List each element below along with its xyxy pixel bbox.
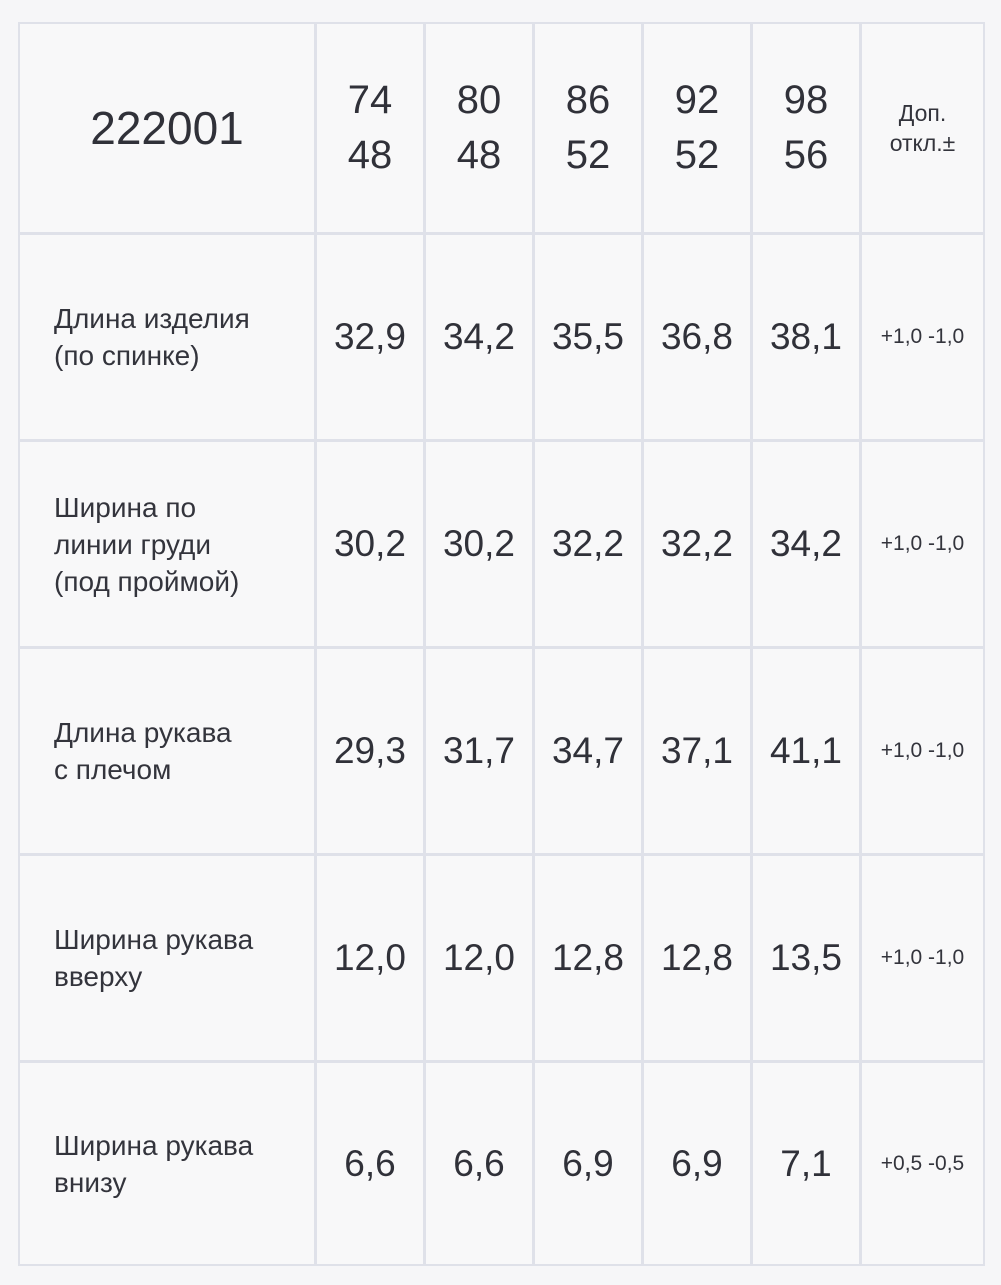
value-cell: 32,2 [644,442,750,646]
tolerance-value: +0,5 -0,5 [880,1151,965,1175]
tolerance-cell: +1,0 -1,0 [862,856,983,1060]
size-label: 80 48 [456,78,502,177]
size-label: 74 48 [347,78,393,177]
value-cell: 32,9 [317,235,423,439]
value-cell: 38,1 [753,235,859,439]
row-label: Ширина рукава вверху [54,924,254,992]
value-cell: 6,9 [535,1063,641,1264]
tolerance-cell: +0,5 -0,5 [862,1063,983,1264]
value-cell: 36,8 [644,235,750,439]
size-measurement-table: 222001 74 48 80 48 86 52 92 52 98 56 Доп… [18,22,985,1266]
row-label-cell: Ширина рукава внизу [20,1063,314,1264]
row-label-cell: Ширина по линии груди (под проймой) [20,442,314,646]
row-label: Длина изделия (по спинке) [54,303,250,371]
value-cell: 37,1 [644,649,750,853]
value-cell: 12,8 [644,856,750,1060]
measurement-value: 6,9 [671,1142,723,1184]
value-cell: 35,5 [535,235,641,439]
size-column-header-80-48: 80 48 [426,24,532,232]
value-cell: 29,3 [317,649,423,853]
value-cell: 41,1 [753,649,859,853]
measurement-value: 41,1 [769,730,842,771]
tolerance-value: +1,0 -1,0 [880,325,965,348]
measurement-value: 32,2 [660,523,733,564]
measurement-value: 29,3 [333,730,406,771]
size-column-header-98-56: 98 56 [753,24,859,232]
size-label: 92 52 [674,78,720,177]
value-cell: 13,5 [753,856,859,1060]
measurement-value: 12,0 [333,937,406,978]
measurement-value: 7,1 [780,1142,832,1184]
value-cell: 6,6 [426,1063,532,1264]
measurement-value: 12,8 [660,937,733,978]
article-header-cell: 222001 [20,24,314,232]
tolerance-column-header: Доп. откл.± [862,24,983,232]
measurement-value: 34,2 [769,523,842,564]
measurement-value: 13,5 [769,937,842,978]
tolerance-cell: +1,0 -1,0 [862,235,983,439]
row-label-cell: Длина рукава с плечом [20,649,314,853]
tolerance-value: +1,0 -1,0 [880,739,965,762]
tolerance-cell: +1,0 -1,0 [862,442,983,646]
row-label-cell: Ширина рукава вверху [20,856,314,1060]
measurement-value: 32,2 [551,523,624,564]
measurement-value: 30,2 [333,523,406,564]
size-label: 98 56 [783,78,829,177]
measurement-value: 6,6 [344,1142,396,1184]
value-cell: 12,0 [317,856,423,1060]
measurement-value: 36,8 [660,316,733,357]
value-cell: 7,1 [753,1063,859,1264]
tolerance-value: +1,0 -1,0 [880,946,965,969]
tolerance-cell: +1,0 -1,0 [862,649,983,853]
measurement-value: 30,2 [442,523,515,564]
value-cell: 30,2 [317,442,423,646]
measurement-value: 12,0 [442,937,515,978]
value-cell: 31,7 [426,649,532,853]
measurement-value: 34,7 [551,730,624,771]
size-column-header-92-52: 92 52 [644,24,750,232]
measurement-value: 34,2 [442,316,515,357]
size-column-header-74-48: 74 48 [317,24,423,232]
measurement-value: 6,9 [562,1142,614,1184]
size-column-header-86-52: 86 52 [535,24,641,232]
measurement-value: 37,1 [660,730,733,771]
measurement-value: 12,8 [551,937,624,978]
value-cell: 30,2 [426,442,532,646]
value-cell: 34,2 [753,442,859,646]
measurement-value: 32,9 [333,316,406,357]
value-cell: 32,2 [535,442,641,646]
measurement-value: 35,5 [551,316,624,357]
value-cell: 12,8 [535,856,641,1060]
value-cell: 34,2 [426,235,532,439]
row-label: Длина рукава с плечом [54,717,232,785]
row-label: Ширина по линии груди (под проймой) [54,491,240,597]
value-cell: 34,7 [535,649,641,853]
value-cell: 6,6 [317,1063,423,1264]
article-number: 222001 [90,102,244,154]
tolerance-header-label: Доп. откл.± [889,100,956,156]
value-cell: 6,9 [644,1063,750,1264]
value-cell: 12,0 [426,856,532,1060]
measurement-value: 38,1 [769,316,842,357]
tolerance-value: +1,0 -1,0 [880,532,965,555]
row-label-cell: Длина изделия (по спинке) [20,235,314,439]
measurement-value: 6,6 [453,1142,505,1184]
measurement-value: 31,7 [442,730,515,771]
row-label: Ширина рукава внизу [54,1129,254,1198]
size-label: 86 52 [565,78,611,177]
